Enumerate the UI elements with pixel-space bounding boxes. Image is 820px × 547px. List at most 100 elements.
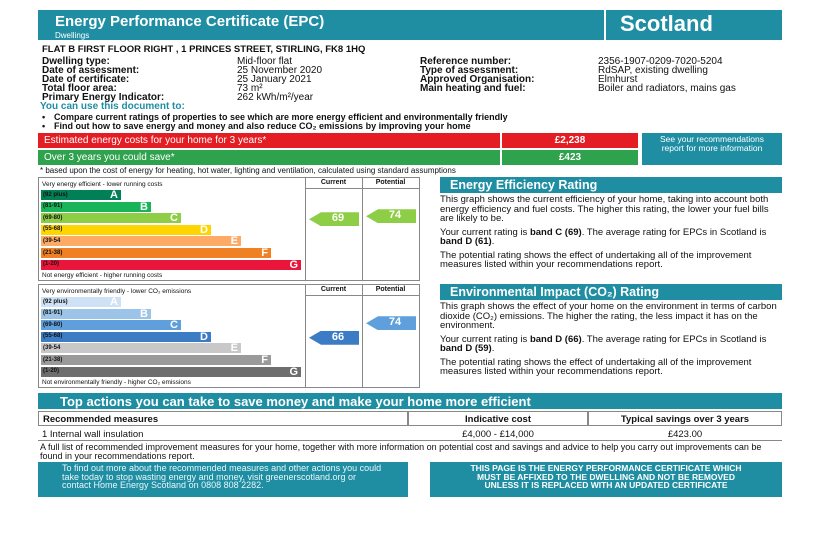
table-cell: £4,000 - £14,000 — [408, 427, 588, 441]
band-letter: G — [289, 258, 298, 271]
band-letter: C — [170, 212, 178, 225]
chart-bottom-label: Not energy efficient - higher running co… — [42, 272, 163, 279]
paragraph-text: Your current rating is — [440, 226, 530, 238]
rating-arrow: 69 — [309, 212, 359, 227]
detail-value: 73 m² — [237, 83, 263, 94]
rating-band: (81-91) B — [41, 307, 151, 320]
band-letter: A — [110, 296, 118, 308]
column-divider — [362, 285, 363, 387]
rating-band: (55-68) D — [41, 223, 211, 236]
rating-arrow: 66 — [309, 330, 359, 345]
band-letter: B — [140, 307, 148, 320]
rating-band: (69-80) C — [41, 212, 181, 225]
panel-body: This graph shows the current efficiency … — [440, 195, 782, 274]
detail-label: Total floor area: — [42, 83, 117, 94]
column-divider — [305, 178, 306, 280]
bullet: • — [42, 112, 46, 122]
table-cell: £423.00 — [588, 427, 782, 441]
detail-value: RdSAP, existing dwelling — [598, 65, 708, 76]
band-range: (39-54 — [43, 344, 61, 351]
cost-label: Over 3 years you could save* — [38, 150, 500, 165]
detail-value: 25 November 2020 — [237, 65, 323, 76]
rating-band: (21-38) F — [41, 247, 271, 259]
panel-title: Energy Efficiency Rating — [440, 177, 782, 193]
use-item: Find out how to save energy and money an… — [54, 121, 471, 131]
header-rule — [305, 295, 419, 296]
detail-value: Elmhurst — [598, 74, 638, 85]
header-title: Energy Performance Certificate (EPC) — [55, 13, 325, 30]
detail-label: Dwelling type: — [42, 56, 110, 67]
footer-notice: THIS PAGE IS THE ENERGY PERFORMANCE CERT… — [430, 462, 782, 497]
band-letter: D — [200, 223, 208, 236]
paragraph-text: . The average rating for EPCs in Scotlan… — [581, 333, 767, 345]
column-header: Current — [320, 179, 347, 186]
rating-highlight: band D (66) — [529, 333, 582, 345]
detail-label: Type of assessment: — [420, 65, 519, 76]
paragraph-text: . — [491, 343, 495, 354]
detail-value: Boiler and radiators, mains gas — [598, 83, 736, 94]
paragraph-text: The potential rating shows the effect of… — [440, 249, 752, 270]
detail-value: 25 January 2021 — [237, 74, 312, 85]
uses-heading: You can use this document to: — [40, 101, 185, 112]
cost-label: Estimated energy costs for your home for… — [38, 133, 500, 148]
rating-chart: Current Potential Very environmentally fri… — [38, 284, 420, 388]
rating-highlight: band D (61) — [440, 236, 492, 247]
band-range: (81-91) — [43, 310, 63, 317]
column-header: Potential — [375, 286, 406, 293]
band-letter: F — [261, 354, 268, 366]
rating-band: (81-91) B — [41, 201, 151, 213]
rating-highlight: band D (59) — [440, 343, 492, 354]
band-range: (1-20) — [43, 261, 60, 268]
column-header: Potential — [375, 179, 406, 186]
actions-note: A full list of recommended improvement m… — [40, 442, 762, 461]
band-range: (69-80) — [43, 321, 63, 328]
table-header: Typical savings over 3 years — [588, 411, 782, 426]
rating-band: (39-54 E — [41, 235, 241, 248]
band-range: (39-54 — [43, 237, 61, 244]
chart-bottom-label: Not environmentally friendly - higher CO… — [42, 379, 191, 386]
address: FLAT B FIRST FLOOR RIGHT , 1 PRINCES STR… — [42, 44, 366, 55]
band-range: (81-91) — [43, 203, 63, 210]
band-range: (92 plus) — [43, 191, 68, 198]
table-header: Indicative cost — [408, 411, 588, 426]
band-range: (21-38) — [43, 249, 63, 256]
detail-value: 262 kWh/m²/year — [237, 92, 314, 103]
rating-highlight: band C (69) — [529, 226, 582, 238]
paragraph-text: Your current rating is — [440, 333, 530, 345]
band-letter: D — [200, 330, 208, 343]
detail-label: Approved Organisation: — [420, 74, 535, 85]
rating-band: (92 plus) A — [41, 296, 121, 308]
detail-value: Mid-floor flat — [237, 56, 293, 67]
column-divider — [362, 178, 363, 280]
rating-band: (92 plus) A — [41, 189, 121, 201]
header-rule — [305, 188, 419, 189]
band-letter: E — [230, 235, 238, 248]
column-divider — [305, 285, 306, 387]
header-divider — [604, 10, 606, 40]
header-country: Scotland — [620, 11, 713, 36]
header-bar — [38, 10, 782, 40]
rating-band: (55-68) D — [41, 330, 211, 343]
rating-chart: Current Potential Very energy efficient - … — [38, 177, 420, 281]
detail-label: Main heating and fuel: — [420, 83, 526, 94]
actions-title: Top actions you can take to save money a… — [38, 393, 782, 409]
chart-top-label: Very energy efficient - lower running co… — [42, 181, 163, 188]
cost-value: £2,238 — [502, 133, 638, 148]
rating-band: (69-80) C — [41, 319, 181, 331]
recommendations-note: See your recommendations report for more… — [642, 133, 782, 165]
column-header: Current — [320, 286, 347, 293]
detail-label: Date of certificate: — [42, 74, 130, 85]
panel-paragraph: This graph shows the effect of your home… — [440, 302, 782, 331]
detail-label: Reference number: — [420, 56, 512, 67]
rating-band: (39-54 E — [41, 342, 241, 354]
cost-value: £423 — [502, 150, 638, 165]
chart-top-label: Very environmentally friendly - lower CO… — [42, 288, 192, 295]
band-range: (92 plus) — [43, 298, 68, 305]
rating-band: (21-38) F — [41, 354, 271, 366]
rating-band: (1-20) G — [41, 366, 301, 378]
bullet: • — [42, 121, 46, 131]
band-range: (55-68) — [43, 226, 63, 233]
panel-paragraph: The potential rating shows the effect of… — [440, 357, 782, 377]
table-cell: 1 Internal wall insulation — [38, 427, 408, 441]
